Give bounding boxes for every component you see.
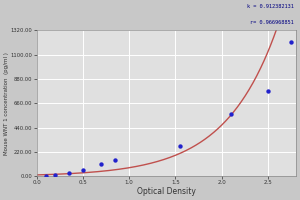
Point <box>99 163 104 166</box>
Text: k = 0.912382131: k = 0.912382131 <box>247 4 294 9</box>
Point <box>53 174 58 177</box>
Point <box>229 113 233 116</box>
Point <box>113 158 118 161</box>
Y-axis label: Mouse WNT 1 concentration  (pg/ml ): Mouse WNT 1 concentration (pg/ml ) <box>4 52 9 155</box>
Point <box>44 174 48 178</box>
Point <box>266 89 271 93</box>
Point <box>178 144 182 147</box>
Point <box>289 41 294 44</box>
X-axis label: Optical Density: Optical Density <box>137 187 196 196</box>
Point <box>67 171 71 175</box>
Point <box>80 168 85 171</box>
Text: r= 0.966968851: r= 0.966968851 <box>250 20 294 25</box>
